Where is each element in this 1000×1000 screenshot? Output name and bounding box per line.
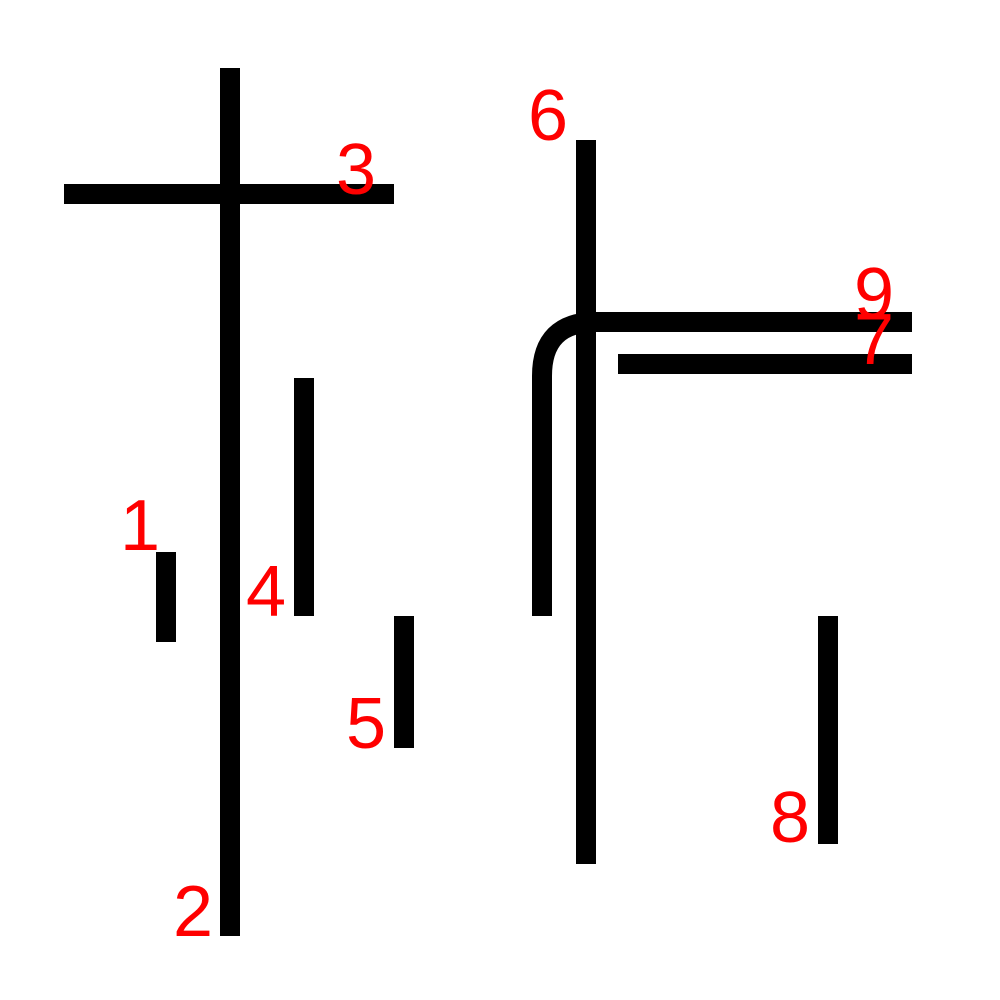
line-9-segment xyxy=(532,312,912,616)
line-1-label: 1 xyxy=(120,486,160,566)
line-9-label: 9 xyxy=(854,254,894,334)
line-7-label: 7 xyxy=(854,300,894,380)
line-3-label: 3 xyxy=(336,130,376,210)
line-8-label: 8 xyxy=(770,778,810,858)
line-4-label: 4 xyxy=(246,552,286,632)
line-2-label: 2 xyxy=(173,872,213,952)
line-6-label: 6 xyxy=(528,76,568,156)
line-5-label: 5 xyxy=(346,684,386,764)
